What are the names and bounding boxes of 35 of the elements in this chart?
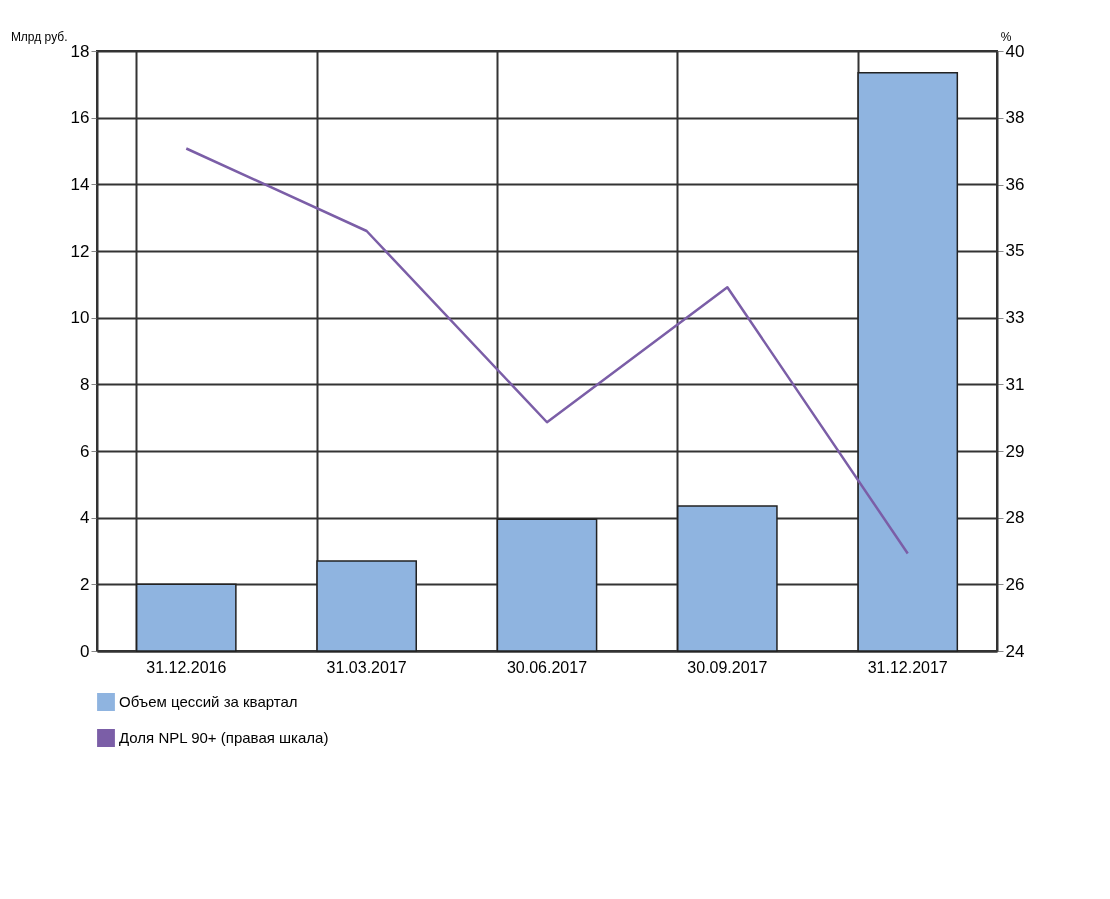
line-series	[185, 147, 909, 555]
y-axis-title: Млрд руб.	[10, 29, 68, 44]
y-tick-label: 6	[80, 441, 90, 461]
bar	[496, 518, 598, 652]
y2-tick-label: 35	[1005, 241, 1025, 261]
bar	[677, 505, 778, 652]
y2-tick-label: 38	[1005, 108, 1025, 128]
y-tick-label: 4	[80, 508, 90, 528]
y2-tick-label: 31	[1005, 374, 1025, 394]
y2-tick-label: 36	[1005, 175, 1025, 194]
bar	[135, 583, 237, 652]
y2-tick-label: 29	[1005, 441, 1025, 461]
y2-tick-label: 40	[1005, 41, 1025, 61]
y2-axis-title: %	[1000, 29, 1012, 44]
legend-label: Объем цессий за квартал	[119, 693, 298, 710]
x-tick-label: 30.09.2017	[687, 658, 768, 676]
y2-tick-label: 26	[1005, 574, 1025, 594]
y-tick-label: 10	[70, 308, 90, 328]
x-tick-label: 31.12.2017	[867, 658, 948, 676]
y-tick-label: 16	[70, 108, 90, 128]
x-tick-label: 30.06.2017	[506, 658, 588, 676]
y2-tick-label: 24	[1005, 641, 1025, 661]
y-tick-label: 14	[70, 174, 90, 194]
x-tick-label: 31.12.2016	[146, 658, 227, 676]
y-tick-label: 0	[80, 641, 90, 661]
y-tick-label: 12	[70, 241, 90, 261]
y-tick-label: 8	[80, 374, 90, 394]
bar	[316, 560, 417, 652]
x-tick-label: 31.03.2017	[326, 658, 407, 676]
bar	[857, 71, 959, 652]
y-tick-label: 18	[70, 41, 90, 61]
y2-tick-label: 33	[1005, 308, 1025, 328]
legend-label: Доля NPL 90+ (правая шкала)	[119, 729, 329, 746]
y-tick-label: 2	[80, 574, 90, 594]
y2-tick-label: 28	[1005, 508, 1025, 527]
